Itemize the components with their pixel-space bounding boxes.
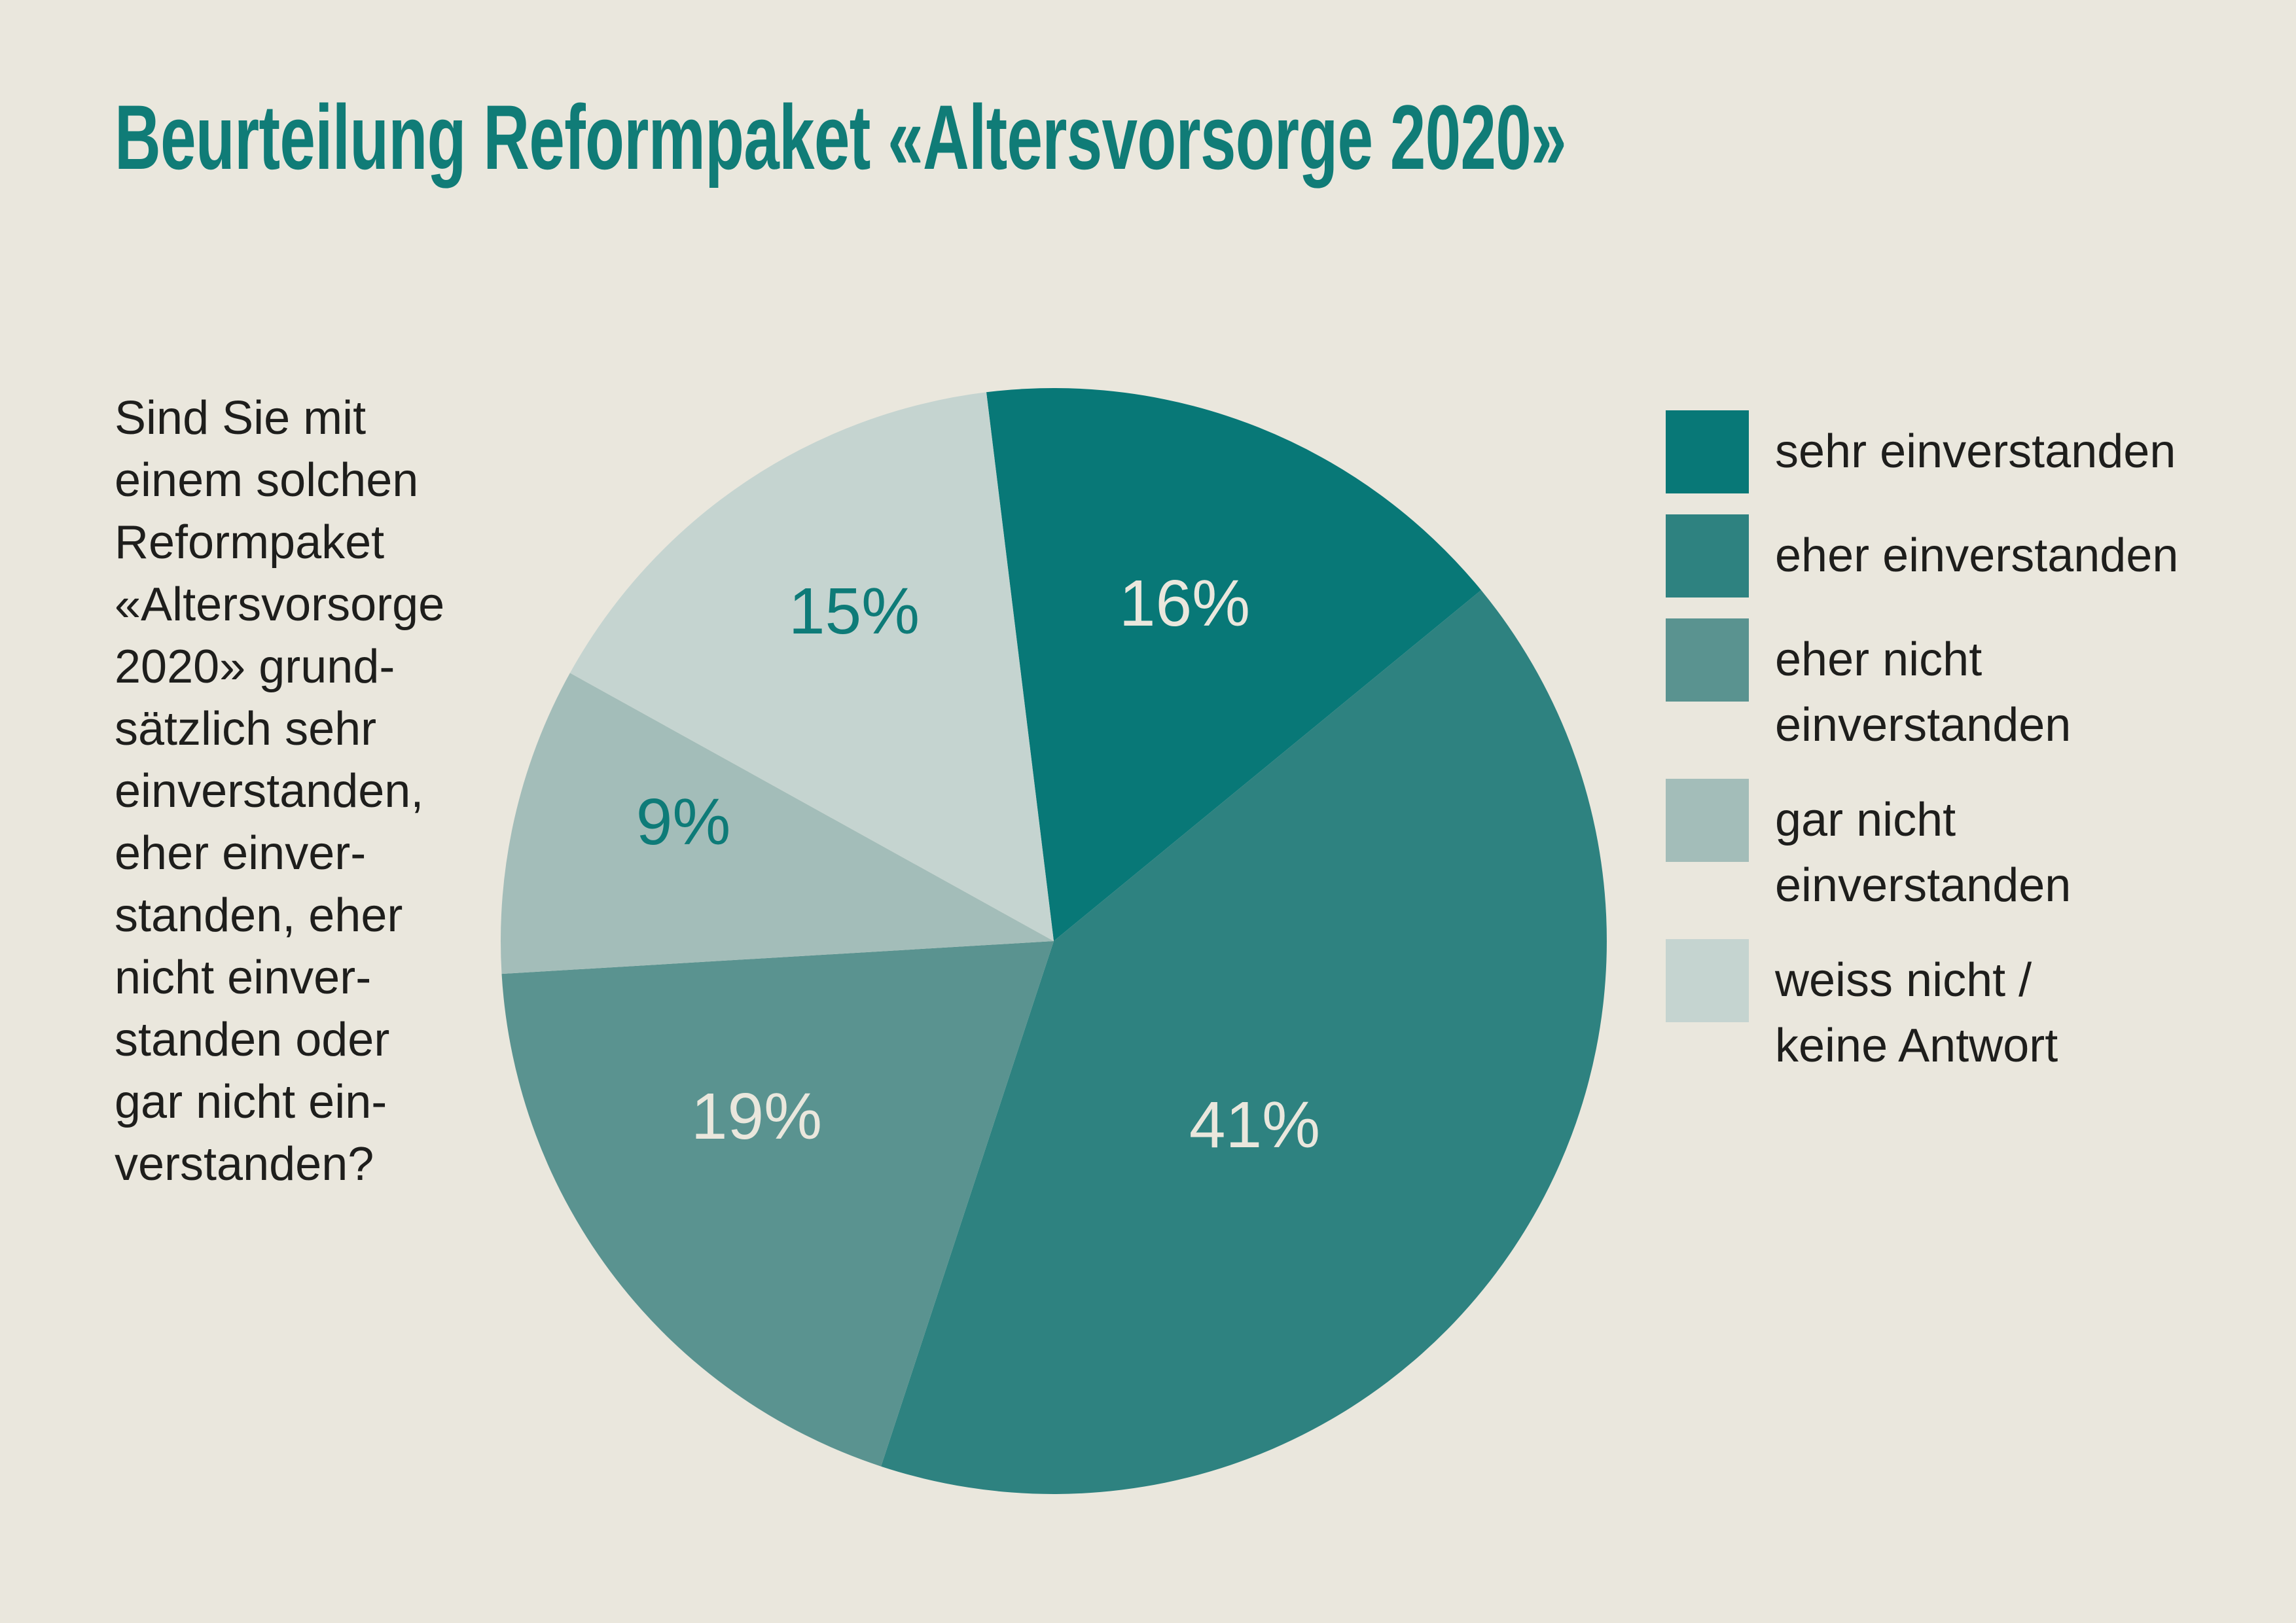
legend-swatch-eher-nicht-einverstanden (1666, 618, 1749, 702)
question-line: «Altersvorsorge (115, 579, 445, 631)
pie-value-label-41: 41% (1189, 1088, 1320, 1162)
pie-slice-eher-einverstanden (881, 590, 1607, 1494)
question-line: nicht einver- (115, 952, 372, 1004)
question-line: 2020» grund- (115, 641, 395, 693)
legend-swatch-eher-einverstanden (1666, 514, 1749, 597)
legend-item-sehr-einverstanden: sehr einverstanden (1666, 410, 2178, 493)
legend-swatch-weiss-nicht-keine-antwort (1666, 939, 1749, 1022)
pie-value-label-19: 19% (691, 1080, 822, 1153)
question-line: verstanden? (115, 1138, 374, 1190)
question-line: standen oder (115, 1014, 390, 1066)
legend-label: gar nicht einverstanden (1775, 794, 2072, 912)
pie-slice-eher-nicht-einverstanden (501, 941, 1054, 1467)
question-line: eher einver- (115, 827, 367, 880)
pie-slice-sehr-einverstanden (986, 387, 1481, 941)
legend-label: eher nicht einverstanden (1775, 633, 2072, 751)
legend-swatch-sehr-einverstanden (1666, 410, 1749, 493)
legend-item-weiss-nicht-keine-antwort: weiss nicht / keine Antwort (1666, 939, 2178, 1079)
question-line: einem solchen (115, 454, 419, 507)
legend-item-eher-einverstanden: eher einverstanden (1666, 514, 2178, 597)
question-line: Sind Sie mit (115, 392, 367, 444)
legend-label: sehr einverstanden (1775, 425, 2176, 478)
legend-label: eher einverstanden (1775, 529, 2179, 582)
legend-label: weiss nicht / keine Antwort (1775, 954, 2058, 1072)
legend-item-eher-nicht-einverstanden: eher nicht einverstanden (1666, 618, 2178, 758)
pie-value-label-9: 9% (636, 785, 731, 859)
question-line: sätzlich sehr (115, 703, 377, 755)
page-title: Beurteilung Reformpaket «Altersvorsorge … (115, 86, 1567, 188)
pie-value-label-16: 16% (1119, 567, 1250, 640)
pie-slice-gar-nicht-einverstanden (501, 673, 1054, 974)
question-line: Reformpaket (115, 516, 385, 569)
legend-item-gar-nicht-einverstanden: gar nicht einverstanden (1666, 779, 2178, 918)
legend-swatch-gar-nicht-einverstanden (1666, 779, 1749, 862)
legend: sehr einverstanden eher einverstanden eh… (1666, 410, 2178, 1079)
survey-question: Sind Sie mit einem solchen Reformpaket «… (115, 387, 507, 1196)
pie-slice-weiss-nicht-keine-antwort (569, 392, 1054, 941)
question-line: gar nicht ein- (115, 1076, 387, 1128)
pie-value-label-15: 15% (789, 575, 920, 648)
question-line: standen, eher (115, 889, 403, 942)
question-line: einverstanden, (115, 765, 424, 817)
